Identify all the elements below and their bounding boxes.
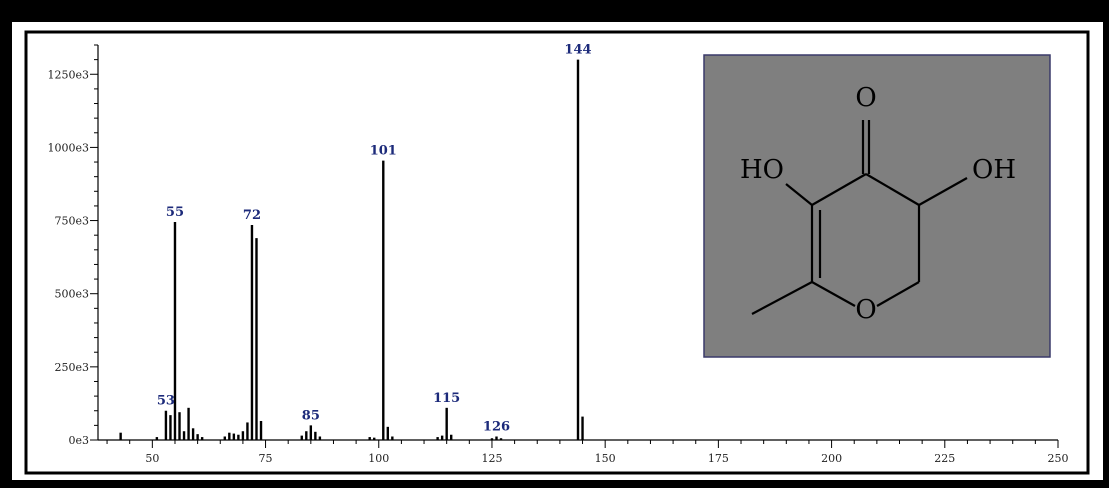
molecule-bonds [751,120,968,315]
x-tick-label: 50 [145,452,159,465]
bars-group [119,59,584,440]
x-tick-label: 200 [821,452,842,465]
x-tick-label: 100 [368,452,389,465]
x-tick-label: 125 [481,452,502,465]
structure-inset: O HO OH O [703,54,1051,358]
ring-oxygen-label: O [855,295,876,325]
left-hydroxyl-label: HO [740,155,784,185]
inner-border [24,30,1090,475]
y-tick-label: 250e3 [54,361,89,374]
peak-label: 55 [166,205,184,220]
peak-label: 115 [433,391,460,406]
peak-label: 144 [564,43,591,58]
y-tick-label: 750e3 [54,215,89,228]
inset-background [703,54,1051,358]
peak-label: 53 [157,394,175,409]
peak-label: 72 [243,208,261,223]
y-tick-label: 500e3 [54,288,89,301]
y-tick-label: 1250e3 [47,68,89,81]
y-tick-label: 0e3 [68,434,89,447]
carbonyl-oxygen-label: O [855,83,876,113]
y-tick-label: 1000e3 [47,141,89,154]
x-tick-label: 75 [259,452,273,465]
peak-label: 101 [370,144,397,159]
x-tick-label: 250 [1048,452,1069,465]
x-tick-label: 175 [708,452,729,465]
x-tick-label: 150 [595,452,616,465]
peak-label: 85 [302,408,320,423]
peak-labels-group: 53 55 72 85 101 115 126 144 [157,43,592,435]
right-hydroxyl-label: OH [972,155,1016,185]
peak-label: 126 [483,419,510,434]
x-tick-label: 225 [934,452,955,465]
